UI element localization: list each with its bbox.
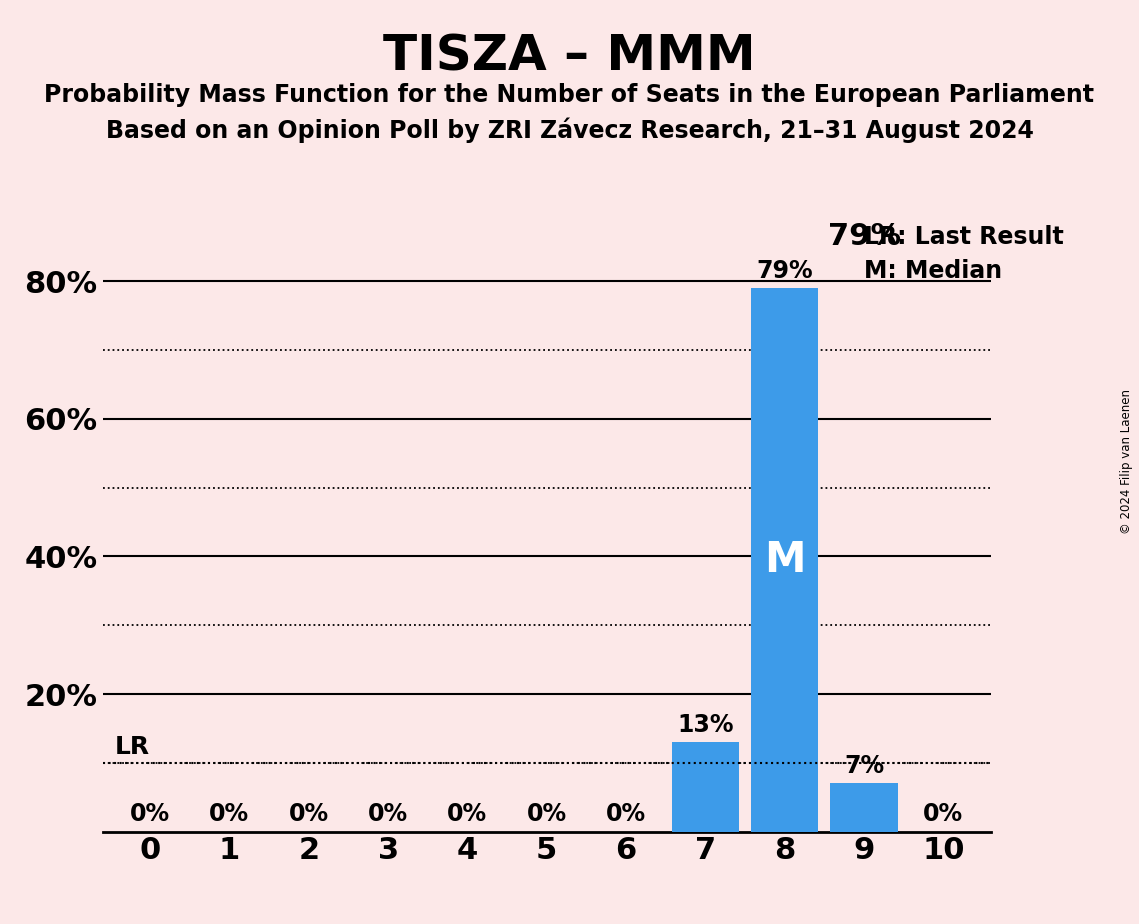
- Bar: [672, 742, 739, 832]
- Text: 0%: 0%: [526, 802, 567, 826]
- Text: 0%: 0%: [130, 802, 170, 826]
- Text: TISZA – MMM: TISZA – MMM: [383, 32, 756, 80]
- Bar: [751, 288, 819, 832]
- Bar: [830, 784, 898, 832]
- Text: M: Median: M: Median: [865, 259, 1002, 283]
- Text: LR: LR: [114, 735, 149, 759]
- Text: 0%: 0%: [288, 802, 329, 826]
- Text: 0%: 0%: [210, 802, 249, 826]
- Text: Probability Mass Function for the Number of Seats in the European Parliament: Probability Mass Function for the Number…: [44, 83, 1095, 107]
- Text: 79%: 79%: [828, 222, 901, 251]
- Text: M: M: [764, 539, 805, 581]
- Text: © 2024 Filip van Laenen: © 2024 Filip van Laenen: [1121, 390, 1133, 534]
- Text: LR: Last Result: LR: Last Result: [865, 225, 1064, 249]
- Text: 13%: 13%: [677, 712, 734, 736]
- Text: 7%: 7%: [844, 754, 884, 778]
- Text: 0%: 0%: [924, 802, 964, 826]
- Text: Based on an Opinion Poll by ZRI Závecz Research, 21–31 August 2024: Based on an Opinion Poll by ZRI Závecz R…: [106, 117, 1033, 143]
- Text: 0%: 0%: [448, 802, 487, 826]
- Text: 0%: 0%: [606, 802, 646, 826]
- Text: 79%: 79%: [756, 259, 813, 283]
- Text: 0%: 0%: [368, 802, 408, 826]
